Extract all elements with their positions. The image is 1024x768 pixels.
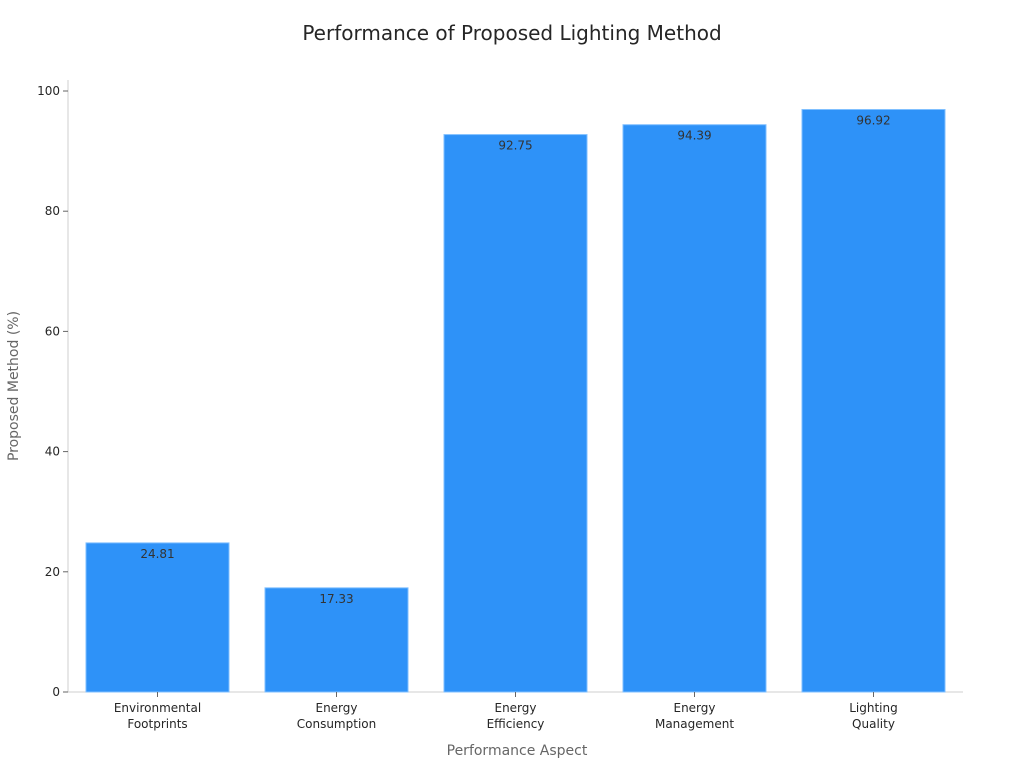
y-tick-label: 80 [45, 204, 60, 218]
x-tick-label-line: Footprints [127, 717, 187, 731]
bar [801, 109, 946, 693]
x-tick-label-line: Energy [315, 701, 357, 715]
bar-value-label: 94.39 [677, 129, 711, 143]
x-tick-label-line: Quality [852, 717, 895, 731]
plot-area: 0 20 40 60 80 100 24.81 Environmental Footprints… [37, 80, 963, 731]
y-tick-label: 40 [45, 445, 60, 459]
bar-value-label: 92.75 [498, 139, 532, 153]
bar-value-label: 17.33 [319, 592, 353, 606]
bar-value-label: 24.81 [140, 547, 174, 561]
y-tick-label: 60 [45, 324, 60, 338]
y-axis-title: Proposed Method (%) [6, 311, 22, 461]
x-tick-label-line: Lighting [849, 701, 898, 715]
bar [443, 134, 588, 693]
y-tick-label: 20 [45, 565, 60, 579]
bar-value-label: 96.92 [856, 114, 890, 128]
x-tick-label: Energy Efficiency [487, 701, 545, 731]
x-tick-label: Lighting Quality [849, 701, 898, 731]
x-tick-label-line: Energy [673, 701, 715, 715]
x-tick-label-line: Efficiency [487, 717, 545, 731]
bar [622, 124, 767, 693]
bar [264, 587, 409, 693]
y-tick-label: 100 [37, 84, 60, 98]
x-tick-label-line: Energy [494, 701, 536, 715]
x-axis-title: Performance Aspect [447, 743, 588, 759]
x-tick-label-line: Consumption [297, 717, 376, 731]
chart-title: Performance of Proposed Lighting Method [302, 21, 721, 45]
x-tick-label: Energy Management [655, 701, 734, 731]
x-tick-label: Energy Consumption [297, 701, 376, 731]
x-tick-label: Environmental Footprints [114, 701, 201, 731]
x-tick-label-line: Environmental [114, 701, 201, 715]
bar [85, 542, 230, 693]
x-tick-label-line: Management [655, 717, 734, 731]
y-tick-label: 0 [52, 685, 60, 699]
